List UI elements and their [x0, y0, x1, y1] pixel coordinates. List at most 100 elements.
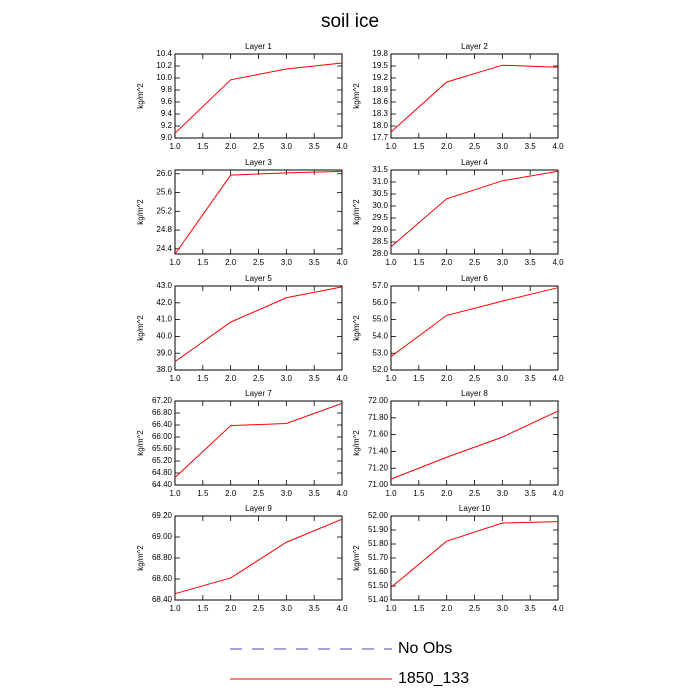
plot-frame — [390, 515, 559, 601]
y-tick-label: 18.9 — [372, 85, 388, 94]
x-tick-label: 2.0 — [225, 258, 237, 267]
x-tick-label: 2.0 — [441, 604, 453, 613]
y-tick-label: 55.0 — [372, 315, 388, 324]
x-tick-label: 2.5 — [253, 489, 265, 498]
plot-frame — [174, 285, 343, 371]
x-tick-label: 2.5 — [469, 374, 481, 383]
y-tick-label: 40.0 — [156, 332, 172, 341]
x-tick-label: 3.0 — [497, 258, 509, 267]
x-tick-label: 4.0 — [336, 604, 348, 613]
x-tick-label: 3.5 — [309, 258, 321, 267]
x-tick-label: 3.0 — [281, 604, 293, 613]
x-tick-label: 3.0 — [281, 142, 293, 151]
y-tick-label: 31.0 — [372, 177, 388, 186]
x-tick-label: 1.5 — [197, 258, 209, 267]
x-tick-label: 3.5 — [525, 142, 537, 151]
x-tick-label: 2.0 — [441, 142, 453, 151]
x-tick-label: 2.5 — [253, 142, 265, 151]
y-tick-label: 24.8 — [156, 225, 172, 234]
y-tick-label: 10.4 — [156, 49, 172, 58]
plot-frame — [390, 169, 559, 255]
x-tick-label: 2.0 — [225, 142, 237, 151]
y-tick-label: 71.20 — [368, 463, 389, 472]
y-tick-label: 17.7 — [372, 133, 388, 142]
x-tick-label: 1.0 — [169, 142, 181, 151]
data-line — [174, 286, 343, 363]
y-axis-label: kg/m^2 — [136, 315, 145, 341]
x-tick-label: 4.0 — [336, 374, 348, 383]
y-tick-label: 9.0 — [161, 133, 173, 142]
x-tick-label: 1.5 — [413, 374, 425, 383]
y-tick-label: 71.60 — [368, 430, 389, 439]
y-tick-label: 65.60 — [152, 444, 173, 453]
x-tick-label: 1.0 — [169, 489, 181, 498]
y-tick-label: 9.8 — [161, 85, 173, 94]
data-line — [174, 518, 343, 595]
y-tick-label: 51.40 — [368, 595, 389, 604]
panel-title: Layer 5 — [245, 274, 272, 283]
x-tick-label: 3.0 — [281, 374, 293, 383]
data-line — [174, 62, 343, 134]
plot-frame — [174, 53, 343, 139]
y-tick-label: 41.0 — [156, 315, 172, 324]
data-line — [390, 410, 559, 480]
y-tick-label: 19.2 — [372, 73, 388, 82]
panel-title: Layer 9 — [245, 504, 272, 513]
x-tick-label: 2.0 — [225, 604, 237, 613]
x-tick-label: 3.5 — [309, 604, 321, 613]
x-tick-label: 3.5 — [309, 374, 321, 383]
panel-title: Layer 8 — [461, 389, 488, 398]
y-tick-label: 68.40 — [152, 595, 173, 604]
y-tick-label: 38.0 — [156, 365, 172, 374]
panel-title: Layer 10 — [459, 504, 491, 513]
x-tick-label: 2.0 — [441, 374, 453, 383]
x-tick-label: 3.5 — [309, 142, 321, 151]
x-tick-label: 2.5 — [253, 258, 265, 267]
y-tick-label: 10.2 — [156, 61, 172, 70]
y-tick-label: 18.0 — [372, 121, 388, 130]
x-tick-label: 1.5 — [197, 489, 209, 498]
y-tick-label: 69.20 — [152, 511, 173, 520]
x-tick-label: 1.0 — [385, 489, 397, 498]
x-tick-label: 1.5 — [197, 604, 209, 613]
y-tick-label: 30.0 — [372, 201, 388, 210]
y-tick-label: 25.6 — [156, 188, 172, 197]
y-tick-label: 72.00 — [368, 396, 389, 405]
x-tick-label: 3.0 — [281, 258, 293, 267]
y-tick-label: 53.0 — [372, 348, 388, 357]
y-axis-label: kg/m^2 — [136, 199, 145, 225]
y-tick-label: 57.0 — [372, 281, 388, 290]
x-tick-label: 3.0 — [281, 489, 293, 498]
y-axis-label: kg/m^2 — [352, 315, 361, 341]
plot-frame — [174, 515, 343, 601]
data-line — [390, 64, 559, 133]
x-tick-label: 4.0 — [552, 489, 564, 498]
y-tick-label: 64.80 — [152, 468, 173, 477]
x-tick-label: 2.0 — [441, 258, 453, 267]
x-tick-label: 4.0 — [336, 142, 348, 151]
y-axis-label: kg/m^2 — [352, 199, 361, 225]
y-tick-label: 67.20 — [152, 396, 173, 405]
panel-title: Layer 4 — [461, 158, 488, 167]
data-line — [174, 170, 343, 255]
y-tick-label: 66.00 — [152, 432, 173, 441]
x-tick-label: 4.0 — [336, 489, 348, 498]
x-tick-label: 3.5 — [525, 604, 537, 613]
x-tick-label: 4.0 — [552, 604, 564, 613]
y-tick-label: 19.5 — [372, 61, 388, 70]
y-tick-label: 52.0 — [372, 365, 388, 374]
x-tick-label: 2.0 — [225, 489, 237, 498]
y-tick-label: 54.0 — [372, 332, 388, 341]
y-tick-label: 26.0 — [156, 169, 172, 178]
y-tick-label: 71.40 — [368, 447, 389, 456]
y-tick-label: 10.0 — [156, 73, 172, 82]
x-tick-label: 1.0 — [385, 142, 397, 151]
data-line — [390, 170, 559, 248]
legend-label: No Obs — [398, 640, 452, 657]
y-tick-label: 64.40 — [152, 480, 173, 489]
y-axis-label: kg/m^2 — [136, 430, 145, 456]
x-tick-label: 1.5 — [413, 604, 425, 613]
y-axis-label: kg/m^2 — [136, 83, 145, 109]
panel-title: Layer 3 — [245, 158, 272, 167]
